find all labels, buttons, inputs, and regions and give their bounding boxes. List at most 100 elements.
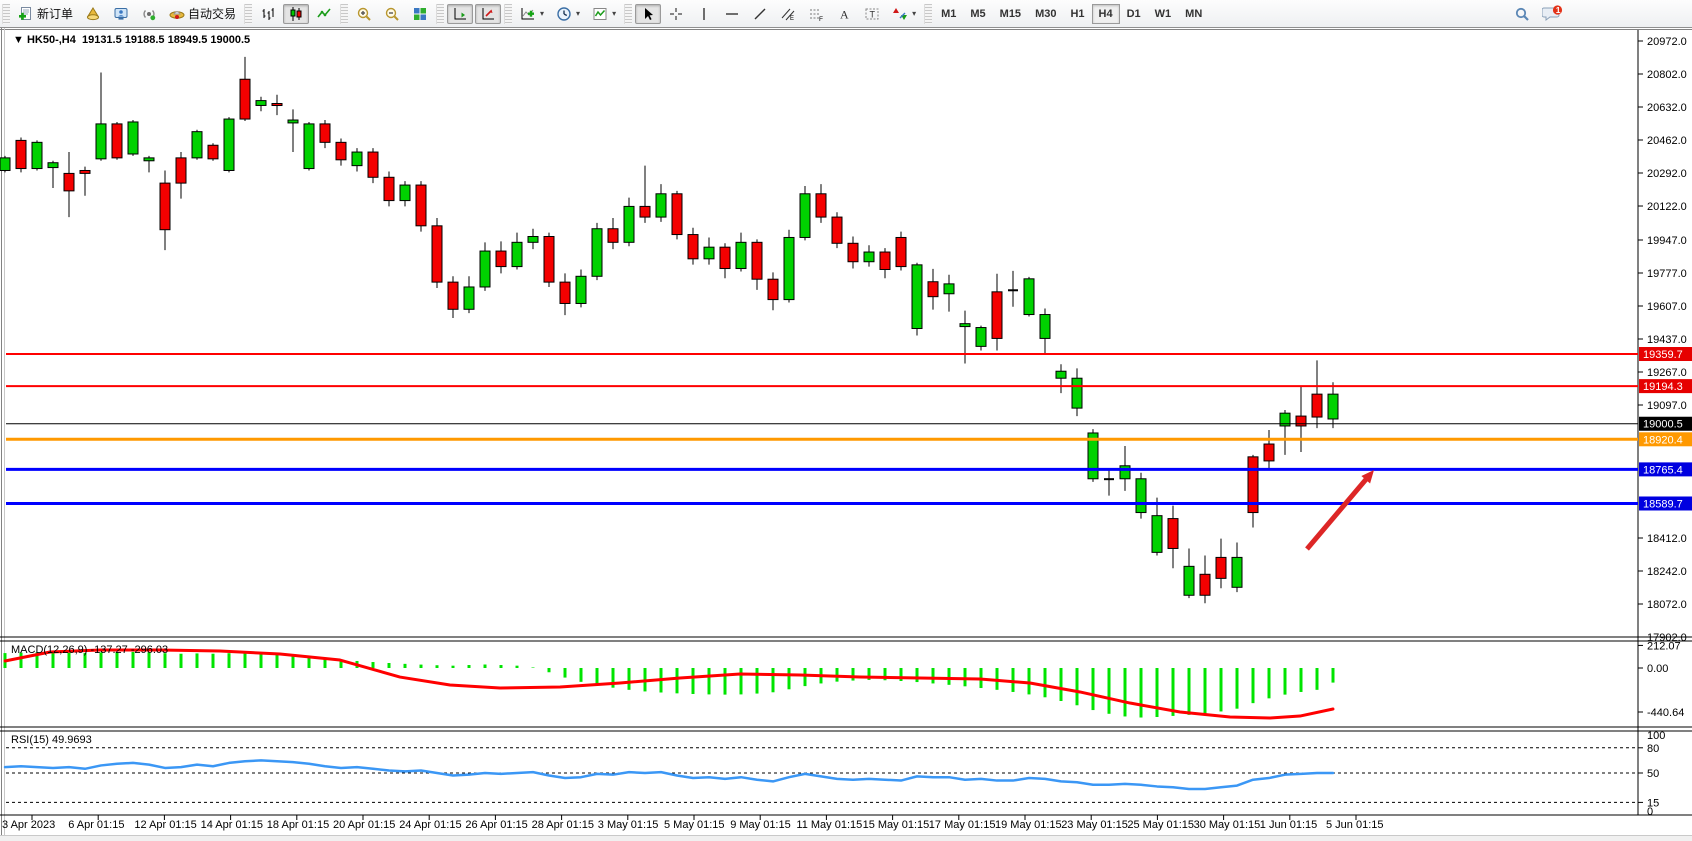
time-axis-label[interactable]: 24 Apr 01:15 <box>399 819 461 831</box>
toolbar-drag-handle[interactable] <box>924 3 933 24</box>
cursor-button[interactable] <box>635 3 662 24</box>
candle-body <box>607 228 619 243</box>
periods-button[interactable]: ▾ <box>551 4 585 24</box>
timeframe-h4-button[interactable]: H4 <box>1091 3 1120 24</box>
terminal-button[interactable] <box>108 4 134 24</box>
time-axis-label[interactable]: 20 Apr 01:15 <box>333 819 395 831</box>
svg-text:E: E <box>790 16 794 22</box>
chevron-down-icon[interactable]: ▾ <box>612 9 617 18</box>
candle-body <box>63 172 75 192</box>
new-order-button[interactable]: 新订单 <box>13 4 78 24</box>
price-badge[interactable] <box>1639 462 1692 477</box>
time-axis-label[interactable]: 6 Apr 01:15 <box>68 819 124 831</box>
timeframe-d1-button[interactable]: D1 <box>1126 7 1141 20</box>
crosshair-icon <box>668 6 684 22</box>
time-axis-label[interactable]: 3 Apr 2023 <box>2 819 55 831</box>
price-badge[interactable] <box>1639 416 1692 431</box>
text-label-button[interactable]: T <box>859 4 885 24</box>
zoom-in-button[interactable] <box>351 4 377 24</box>
timeframe-h1-button[interactable]: H1 <box>1070 7 1085 20</box>
price-badge[interactable] <box>1639 496 1692 511</box>
price-badge[interactable] <box>1639 379 1692 394</box>
timeframe-m15-button[interactable]: M15 <box>999 7 1022 20</box>
symbol-quote-label[interactable]: ▼ HK50-,H4 19131.5 19188.5 18949.5 19000… <box>13 34 251 46</box>
chart-canvas[interactable]: 20972.0 20802.0 20632.0 20462.0 20292.0 20122… <box>0 28 1692 835</box>
vertical-line-button[interactable] <box>691 4 717 24</box>
time-axis-label[interactable]: 19 May 01:15 <box>995 819 1062 831</box>
horizontal-line-button[interactable] <box>719 4 745 24</box>
chevron-down-icon[interactable]: ▾ <box>912 9 917 18</box>
time-axis-label[interactable]: 30 May 01:15 <box>1194 819 1261 831</box>
price-tick-label: 18072.0 <box>1647 599 1687 611</box>
time-axis-label[interactable]: 14 Apr 01:15 <box>201 819 263 831</box>
toolbar-right-group: 1 <box>1508 0 1570 28</box>
time-axis-label[interactable]: 28 Apr 01:15 <box>532 819 594 831</box>
trend-arrow[interactable] <box>1305 475 1370 551</box>
candlestick-chart-button[interactable] <box>283 3 310 24</box>
time-axis-label[interactable]: 15 May 01:15 <box>863 819 930 831</box>
toolbar-drag-handle[interactable] <box>244 3 253 24</box>
candle-body <box>495 250 507 268</box>
price-tick-label: 20802.0 <box>1647 69 1687 81</box>
channel-button[interactable]: E <box>775 4 801 24</box>
toolbar-drag-handle[interactable] <box>436 3 445 24</box>
zoom-out-button[interactable] <box>379 4 405 24</box>
candle-body <box>271 103 283 107</box>
candle-body <box>335 141 347 161</box>
bar-chart-button[interactable] <box>255 4 281 24</box>
time-axis-label[interactable]: 12 Apr 01:15 <box>134 819 196 831</box>
time-axis-label[interactable]: 5 May 01:15 <box>664 819 725 831</box>
chevron-down-icon[interactable]: ▾ <box>576 9 581 18</box>
radio-icon <box>141 6 157 22</box>
price-badge[interactable] <box>1639 347 1692 362</box>
trendline-button[interactable] <box>747 4 773 24</box>
time-axis-label[interactable]: 26 Apr 01:15 <box>465 819 527 831</box>
time-axis-label[interactable]: 11 May 01:15 <box>796 819 862 831</box>
time-axis-label[interactable]: 1 Jun 01:15 <box>1260 819 1318 831</box>
candle-body <box>1135 478 1147 514</box>
svg-text:1: 1 <box>1556 5 1561 15</box>
crosshair-button[interactable] <box>663 4 689 24</box>
toolbar-group-zoom <box>338 0 434 28</box>
search-button[interactable] <box>1509 4 1535 24</box>
toolbar-drag-handle[interactable] <box>624 3 633 24</box>
auto-scroll-button[interactable] <box>447 3 474 24</box>
time-axis-label[interactable]: 3 May 01:15 <box>598 819 659 831</box>
tile-windows-button[interactable] <box>407 4 433 24</box>
timeframe-w1-button[interactable]: W1 <box>1154 7 1172 20</box>
notifications-button[interactable]: 1 <box>1537 4 1569 24</box>
autotrading-button[interactable]: 自动交易 <box>164 4 241 24</box>
toolbar-drag-handle[interactable] <box>504 3 513 24</box>
time-axis-label[interactable]: 17 May 01:15 <box>929 819 996 831</box>
candle-body <box>719 246 731 270</box>
arrows-button[interactable]: ▾ <box>887 4 921 24</box>
price-badge[interactable] <box>1639 432 1692 447</box>
candle-body <box>79 169 91 174</box>
time-axis-label[interactable]: 18 Apr 01:15 <box>267 819 329 831</box>
time-axis-label[interactable]: 25 May 01:15 <box>1127 819 1194 831</box>
timeframe-m5-button[interactable]: M5 <box>970 7 986 20</box>
templates-button[interactable]: ▾ <box>587 4 621 24</box>
trend-arrow-head[interactable] <box>1361 470 1374 484</box>
time-axis-label[interactable]: 5 Jun 01:15 <box>1326 819 1384 831</box>
toolbar-drag-handle[interactable] <box>340 3 349 24</box>
rsi-tick-label: 100 <box>1647 730 1665 742</box>
time-axis-label[interactable]: 23 May 01:15 <box>1061 819 1128 831</box>
timeframe-m30-button[interactable]: M30 <box>1035 7 1057 20</box>
candle-body <box>223 118 235 171</box>
styles-button[interactable] <box>80 4 106 24</box>
toolbar-drag-handle[interactable] <box>2 3 10 24</box>
timeframe-m1-button[interactable]: M1 <box>941 7 957 20</box>
fibonacci-button[interactable]: F <box>803 4 829 24</box>
price-badge-label: 18589.7 <box>1643 498 1683 510</box>
line-chart-button[interactable] <box>311 4 337 24</box>
chat-icon: 1 <box>1542 5 1564 23</box>
time-axis-label[interactable]: 9 May 01:15 <box>730 819 791 831</box>
chevron-down-icon[interactable]: ▾ <box>540 9 545 18</box>
doc-plus-icon <box>18 6 34 22</box>
text-button[interactable]: A <box>831 4 857 24</box>
timeframe-mn-button[interactable]: MN <box>1185 7 1203 20</box>
news-button[interactable] <box>136 4 162 24</box>
chart-shift-button[interactable] <box>475 3 502 24</box>
indicators-button[interactable]: ▾ <box>515 4 549 24</box>
